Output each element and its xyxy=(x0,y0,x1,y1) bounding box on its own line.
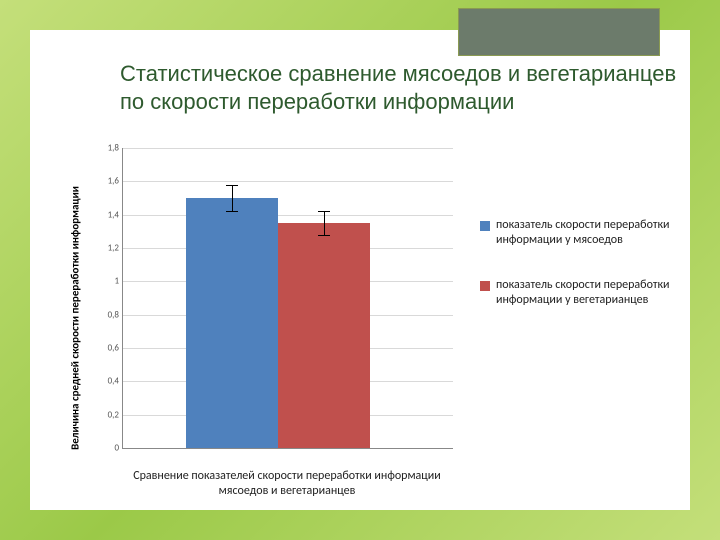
y-tick-label: 0,2 xyxy=(95,409,123,420)
legend: показатель скорости переработки информац… xyxy=(480,218,670,338)
legend-item-1: показатель скорости переработки информац… xyxy=(480,278,670,308)
y-tick-label: 0 xyxy=(95,443,123,454)
error-bar-0 xyxy=(232,185,233,212)
grid-line xyxy=(123,148,453,149)
bar-0 xyxy=(186,198,278,448)
legend-swatch-0 xyxy=(480,221,490,231)
error-cap-top-0 xyxy=(226,185,238,186)
y-tick-label: 0,4 xyxy=(95,376,123,387)
bar-1 xyxy=(278,223,370,448)
legend-swatch-1 xyxy=(480,281,490,291)
error-cap-bot-0 xyxy=(226,211,238,212)
error-cap-top-1 xyxy=(318,211,330,212)
y-tick-label: 1,6 xyxy=(95,176,123,187)
y-tick-label: 1,4 xyxy=(95,209,123,220)
grid-line xyxy=(123,215,453,216)
y-tick-label: 1,2 xyxy=(95,243,123,254)
error-bar-1 xyxy=(324,211,325,234)
legend-label-1: показатель скорости переработки информац… xyxy=(496,278,670,308)
y-tick-label: 0,8 xyxy=(95,309,123,320)
plot-area: 00,20,40,60,811,21,41,61,8 xyxy=(122,148,453,449)
error-cap-bot-1 xyxy=(318,235,330,236)
chart-container: Величина средней скорости переработки ин… xyxy=(60,148,670,518)
y-tick-label: 1,8 xyxy=(95,143,123,154)
legend-label-0: показатель скорости переработки информац… xyxy=(496,218,670,248)
y-tick-label: 1 xyxy=(95,276,123,287)
legend-item-0: показатель скорости переработки информац… xyxy=(480,218,670,248)
slide-background: Статистическое сравнение мясоедов и веге… xyxy=(0,0,720,540)
y-axis-label: Величина средней скорости переработки ин… xyxy=(60,158,90,478)
x-axis-title: Сравнение показателей скорости переработ… xyxy=(122,469,452,500)
y-tick-label: 0,6 xyxy=(95,343,123,354)
slide-title: Статистическое сравнение мясоедов и веге… xyxy=(120,60,680,115)
corner-tab-decoration xyxy=(458,8,660,56)
grid-line xyxy=(123,181,453,182)
